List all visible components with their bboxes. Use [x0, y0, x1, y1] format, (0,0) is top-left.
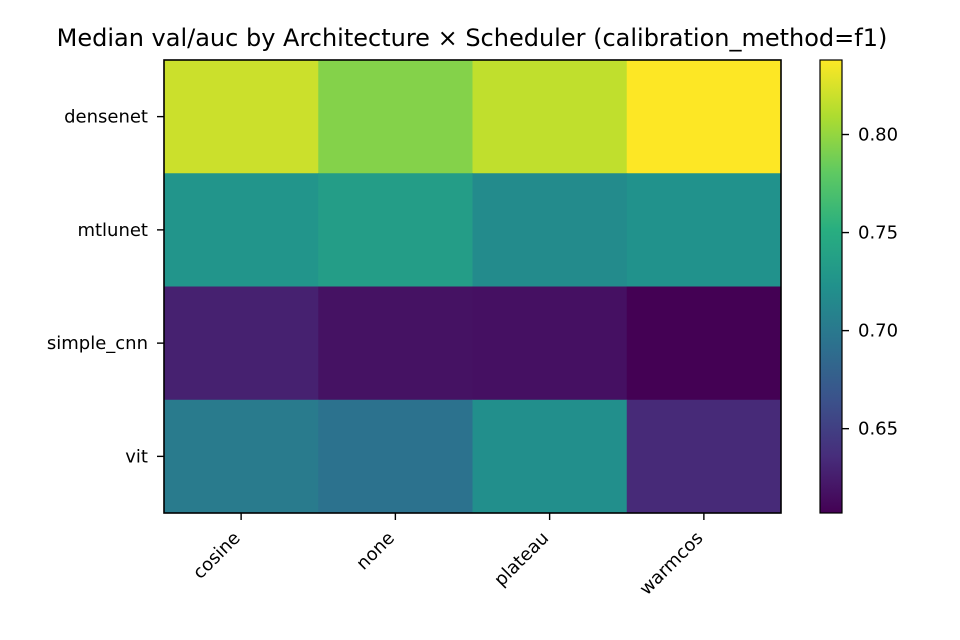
y-tick-label: densenet: [64, 107, 148, 128]
heatmap-cell-vit-plateau: [472, 399, 628, 514]
heatmap-cell-vit-cosine: [164, 399, 319, 514]
heatmap-cells: [164, 60, 782, 514]
x-tick-label: none: [352, 528, 399, 575]
heatmap-cell-mtlunet-plateau: [472, 173, 628, 287]
y-tick-label: vit: [125, 446, 148, 467]
chart-title: Median val/auc by Architecture × Schedul…: [57, 24, 888, 52]
heatmap-cell-simple_cnn-cosine: [164, 286, 319, 401]
colorbar: [819, 59, 843, 514]
heatmap-cell-simple_cnn-none: [318, 286, 473, 401]
colorbar-tick-label: 0.70: [858, 321, 898, 342]
x-tick-label: cosine: [189, 528, 245, 584]
heatmap-cell-vit-none: [318, 399, 473, 514]
x-tick-label: warmcos: [636, 528, 708, 600]
heatmap-cell-simple_cnn-plateau: [472, 286, 628, 401]
plot-frame: [163, 59, 782, 514]
x-tick-label: plateau: [490, 528, 553, 591]
heatmap-cell-mtlunet-none: [318, 173, 473, 287]
heatmap-cell-simple_cnn-warmcos: [626, 286, 782, 401]
colorbar-axis: 0.65 0.70 0.75 0.80: [842, 125, 898, 440]
heatmap-cell-mtlunet-cosine: [164, 173, 319, 287]
heatmap-cell-vit-warmcos: [626, 399, 782, 514]
y-tick-label: mtlunet: [77, 220, 148, 241]
colorbar-tick-label: 0.65: [858, 419, 898, 440]
heatmap-cell-densenet-plateau: [472, 60, 628, 174]
colorbar-tick-label: 0.80: [858, 125, 898, 146]
heatmap-cell-densenet-none: [318, 60, 473, 174]
y-tick-label: simple_cnn: [47, 333, 148, 354]
heatmap-cell-densenet-cosine: [164, 60, 319, 174]
heatmap-cell-densenet-warmcos: [626, 60, 782, 174]
x-axis: cosine none plateau warmcos: [189, 513, 707, 600]
colorbar-tick-label: 0.75: [858, 223, 898, 244]
heatmap-cell-mtlunet-warmcos: [626, 173, 782, 287]
